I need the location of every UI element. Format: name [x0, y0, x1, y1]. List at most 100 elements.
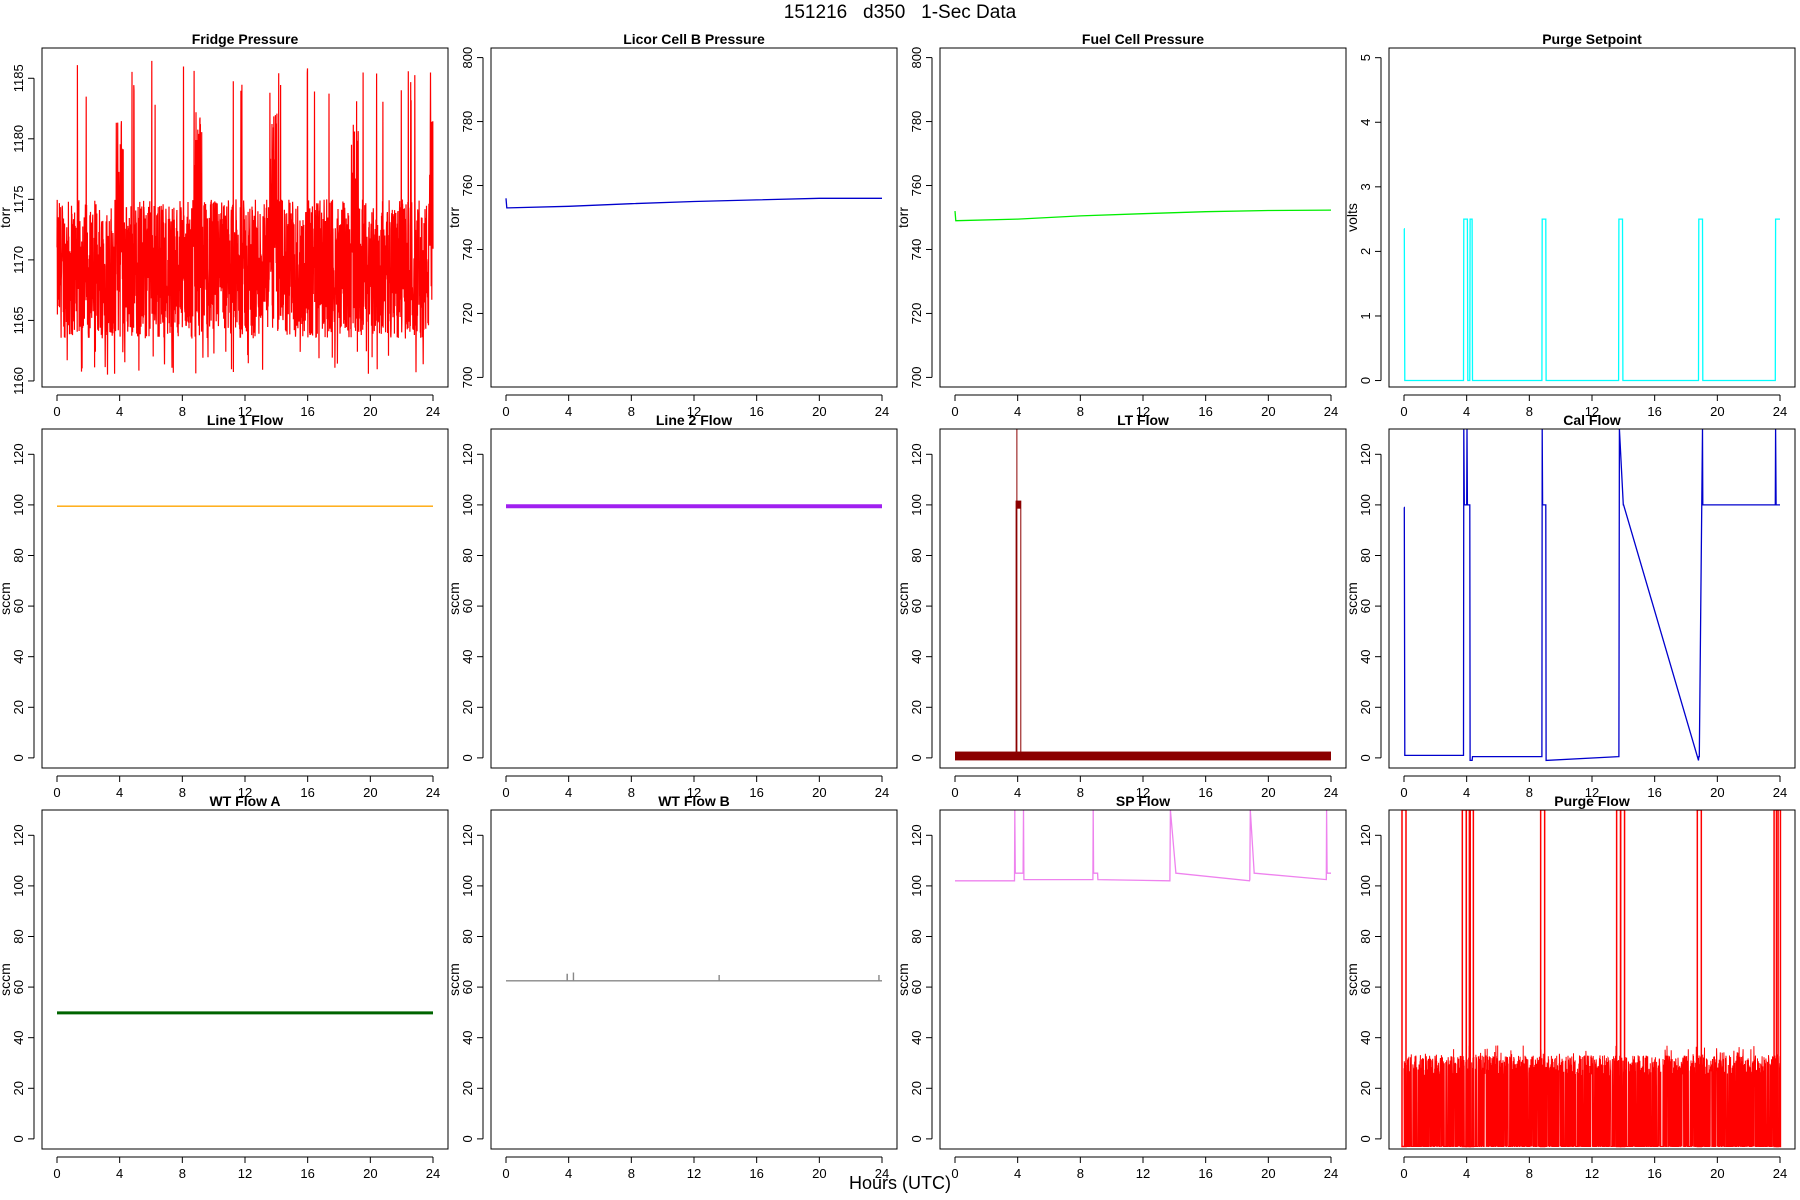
x-tick-label: 20	[812, 785, 826, 800]
x-tick-label: 16	[300, 785, 314, 800]
x-tick-label: 12	[1585, 404, 1599, 419]
y-tick-label: 760	[460, 175, 475, 197]
y-tick-label: 100	[11, 875, 26, 897]
x-axis: 0 4 8 12 16 20 24	[53, 1156, 440, 1181]
x-tick-label: 12	[1136, 404, 1150, 419]
y-tick-label: 700	[460, 367, 475, 389]
chart-panel-line-1-flow: Line 1 Flow 0 4 8 12 16 20 24 0 20 40 60 80 100 120 scc…	[0, 412, 450, 800]
y-tick-label: 720	[909, 303, 924, 325]
x-axis: 0 4 8 12 16 20 24	[1400, 394, 1787, 419]
chart-svg-lt-flow: LT Flow 0 4 8 12 16 20 24 0 20 40 60 80 100 120 sccm	[895, 412, 1347, 800]
x-tick-label: 0	[951, 404, 958, 419]
x-tick-label: 0	[1400, 1166, 1407, 1181]
purge-spike-9	[1775, 810, 1782, 1148]
x-tick-label: 8	[628, 785, 635, 800]
y-tick-label: 80	[11, 929, 26, 943]
y-tick-label: 1165	[11, 306, 26, 334]
y-tick-label: 40	[460, 649, 475, 663]
y-tick-label: 80	[460, 548, 475, 562]
x-tick-label: 8	[179, 1166, 186, 1181]
y-axis-label: sccm	[895, 582, 911, 615]
y-tick-label: 60	[1358, 599, 1373, 613]
plot-frame	[1388, 809, 1796, 1150]
x-tick-label: 20	[1710, 785, 1724, 800]
plot-area: Purge Flow 0 4 8 12 16 20 24 0 20 40 60 80 100 120 sccm	[1344, 793, 1796, 1181]
purge-spike-2	[1465, 810, 1471, 1148]
x-tick-label: 24	[426, 1166, 440, 1181]
plot-frame	[939, 809, 1347, 1150]
x-tick-label: 8	[1077, 785, 1084, 800]
x-tick-label: 24	[1773, 1166, 1787, 1181]
y-axis: 0 20 40 60 80 100 120	[11, 443, 35, 761]
y-axis: 0 20 40 60 80 100 120	[909, 443, 933, 761]
plot-frame	[41, 809, 449, 1150]
y-tick-label: 740	[909, 239, 924, 261]
x-tick-label: 24	[1773, 785, 1787, 800]
x-axis: 0 4 8 12 16 20 24	[53, 775, 440, 800]
y-tick-label: 40	[11, 649, 26, 663]
x-tick-label: 12	[1136, 785, 1150, 800]
x-tick-label: 0	[53, 785, 60, 800]
x-tick-label: 8	[628, 1166, 635, 1181]
y-axis-label: volts	[1344, 203, 1360, 232]
chart-title: Line 1 Flow	[207, 412, 283, 428]
data-layer	[955, 429, 1331, 761]
x-tick-label: 16	[1647, 1166, 1661, 1181]
chart-panel-cal-flow: Cal Flow 0 4 8 12 16 20 24 0 20 40 60 80 100 120 sccm	[1344, 412, 1797, 800]
y-axis: 0 20 40 60 80 100 120	[909, 824, 933, 1142]
chart-title: LT Flow	[1117, 412, 1169, 428]
x-tick-label: 12	[238, 1166, 252, 1181]
x-tick-label: 24	[875, 404, 889, 419]
y-tick-label: 1170	[11, 246, 26, 274]
x-axis: 0 4 8 12 16 20 24	[502, 775, 889, 800]
y-tick-label: 100	[909, 875, 924, 897]
x-axis: 0 4 8 12 16 20 24	[1400, 1156, 1787, 1181]
x-tick-label: 4	[565, 404, 572, 419]
x-tick-label: 12	[1585, 785, 1599, 800]
data-layer	[505, 197, 882, 209]
plot-area: Licor Cell B Pressure 0 4 8 12 16 20 24 700 720 74…	[446, 31, 898, 419]
plot-frame	[41, 428, 449, 769]
y-tick-label: 720	[460, 303, 475, 325]
purge-spike-4	[1539, 810, 1546, 1148]
data-layer	[954, 209, 1332, 222]
x-tick-label: 24	[1324, 1166, 1338, 1181]
chart-panel-line-2-flow: Line 2 Flow 0 4 8 12 16 20 24 0 20 40 60 80 100 120 scc…	[446, 412, 899, 800]
chart-panel-wt-flow-b: WT Flow B 0 4 8 12 16 20 24 0 20 40 60 80 100 120 sccm	[446, 793, 899, 1181]
y-tick-label: 1185	[11, 64, 26, 92]
chart-panel-lt-flow: LT Flow 0 4 8 12 16 20 24 0 20 40 60 80 100 120 sccm	[895, 412, 1348, 800]
y-axis: 700 720 740 760 780 800	[460, 47, 484, 389]
y-tick-label: 120	[460, 824, 475, 846]
x-axis-label: Hours (UTC)	[849, 1173, 951, 1193]
x-tick-label: 8	[628, 404, 635, 419]
y-axis: 700 720 740 760 780 800	[909, 47, 933, 388]
chart-panel-fuel-cell-pressure: Fuel Cell Pressure 0 4 8 12 16 20 24 700 720 740 76…	[895, 31, 1348, 419]
x-tick-label: 0	[502, 1166, 509, 1181]
chart-title: Purge Setpoint	[1542, 31, 1642, 47]
plot-area: Cal Flow 0 4 8 12 16 20 24 0 20 40 60 80 100 120 sccm	[1344, 412, 1796, 800]
data-layer	[955, 810, 1331, 882]
y-axis: 0 1 2 3 4 5	[1358, 54, 1382, 384]
y-axis: 0 20 40 60 80 100 120	[1358, 443, 1382, 761]
y-tick-label: 5	[1358, 54, 1373, 61]
x-axis: 0 4 8 12 16 20 24	[951, 394, 1338, 419]
plot-frame	[490, 809, 898, 1150]
x-axis: 0 4 8 12 16 20 24	[951, 1156, 1338, 1181]
x-tick-label: 8	[179, 785, 186, 800]
chart-title: Fuel Cell Pressure	[1082, 31, 1204, 47]
x-tick-label: 12	[1585, 1166, 1599, 1181]
y-tick-label: 0	[909, 754, 924, 761]
plot-frame	[490, 47, 898, 388]
y-axis-label: sccm	[895, 963, 911, 996]
data-series-line	[506, 972, 882, 982]
data-series-line	[955, 810, 1331, 882]
x-tick-label: 4	[1014, 1166, 1021, 1181]
x-tick-label: 8	[1526, 785, 1533, 800]
plot-area: Line 1 Flow 0 4 8 12 16 20 24 0 20 40 60 80 100 120 scc…	[0, 412, 449, 800]
chart-svg-sp-flow: SP Flow 0 4 8 12 16 20 24 0 20 40 60 80 100 120 sccm	[895, 793, 1347, 1181]
x-tick-label: 0	[951, 785, 958, 800]
baseline-band	[955, 751, 1331, 761]
x-tick-label: 24	[875, 1166, 889, 1181]
